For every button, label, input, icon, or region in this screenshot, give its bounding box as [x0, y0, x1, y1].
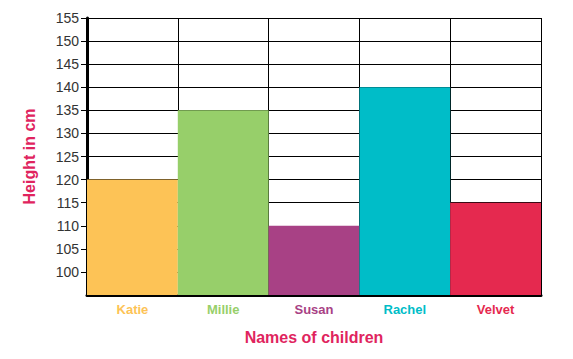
svg-text:Millie: Millie — [207, 302, 240, 317]
svg-text:Rachel: Rachel — [383, 302, 426, 317]
svg-text:Names of children: Names of children — [245, 329, 384, 346]
svg-text:100: 100 — [56, 264, 80, 280]
svg-text:140: 140 — [56, 79, 80, 95]
svg-text:125: 125 — [56, 149, 80, 165]
svg-text:155: 155 — [56, 10, 80, 26]
svg-text:150: 150 — [56, 33, 80, 49]
svg-text:135: 135 — [56, 102, 80, 118]
svg-text:120: 120 — [56, 172, 80, 188]
svg-text:Velvet: Velvet — [477, 302, 515, 317]
svg-text:Katie: Katie — [117, 302, 149, 317]
svg-text:110: 110 — [57, 218, 80, 234]
svg-text:Height in cm: Height in cm — [21, 108, 38, 204]
svg-text:145: 145 — [56, 56, 80, 72]
svg-text:Susan: Susan — [294, 302, 333, 317]
svg-text:115: 115 — [57, 195, 80, 211]
svg-text:105: 105 — [56, 241, 80, 257]
svg-text:130: 130 — [56, 125, 80, 141]
